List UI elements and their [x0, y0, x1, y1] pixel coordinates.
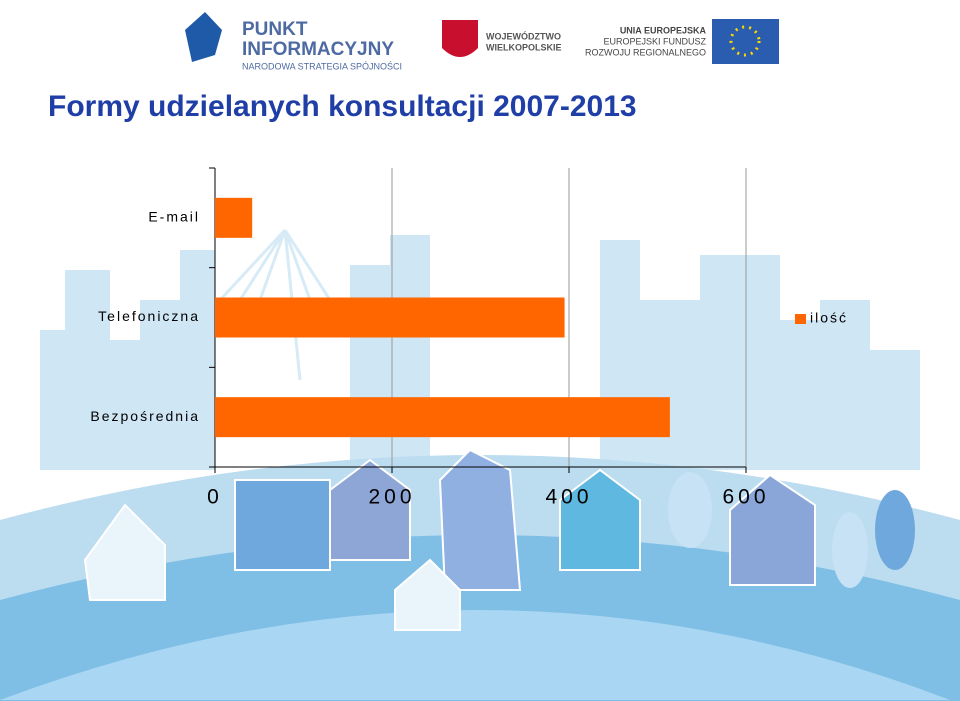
- eu-flag: [712, 19, 779, 64]
- logo-punkt: PUNKT INFORMACYJNY NARODOWA STRATEGIA SP…: [185, 12, 402, 71]
- logo-text: ROZWOJU REGIONALNEGO: [585, 47, 706, 57]
- x-tick-label: 0: [207, 486, 223, 509]
- y-tick-label: E-mail: [148, 209, 200, 225]
- hill-front: [0, 610, 950, 700]
- logo-text: UNIA EUROPEJSKA: [620, 25, 707, 35]
- chart-title: Formy udzielanych konsultacji 2007-2013: [48, 90, 637, 123]
- x-tick-label: 200: [368, 486, 415, 509]
- logo-text: WOJEWÓDZTWO: [486, 30, 561, 41]
- logo-text: PUNKT: [242, 19, 308, 40]
- logo-ue: UNIA EUROPEJSKA EUROPEJSKI FUNDUSZ ROZWO…: [585, 19, 779, 64]
- x-tick-label: 400: [545, 486, 592, 509]
- logo-text: INFORMACYJNY: [242, 39, 394, 60]
- y-tick-label: Bezpośrednia: [90, 408, 200, 424]
- eu-stars: [729, 25, 761, 57]
- houses: [83, 448, 915, 631]
- logo-wielkopolska: WOJEWÓDZTWO WIELKOPOLSKIE: [442, 20, 562, 57]
- y-tick-label: Telefoniczna: [98, 308, 200, 324]
- logo-text: NARODOWA STRATEGIA SPÓJNOŚCI: [242, 60, 402, 71]
- logo-shield: [442, 20, 478, 57]
- bar: [215, 197, 253, 238]
- legend-label: ilość: [810, 310, 848, 326]
- bar: [215, 397, 670, 438]
- logo-star: [185, 12, 222, 62]
- plot: 0 200 400 600 E-mail Telefoniczna Bezpośrednia…: [90, 167, 848, 509]
- bar: [215, 297, 565, 338]
- logo-text: WIELKOPOLSKIE: [486, 42, 562, 52]
- logo-text: EUROPEJSKI FUNDUSZ: [603, 36, 706, 46]
- legend-swatch: [795, 314, 806, 324]
- x-tick-label: 600: [722, 486, 769, 509]
